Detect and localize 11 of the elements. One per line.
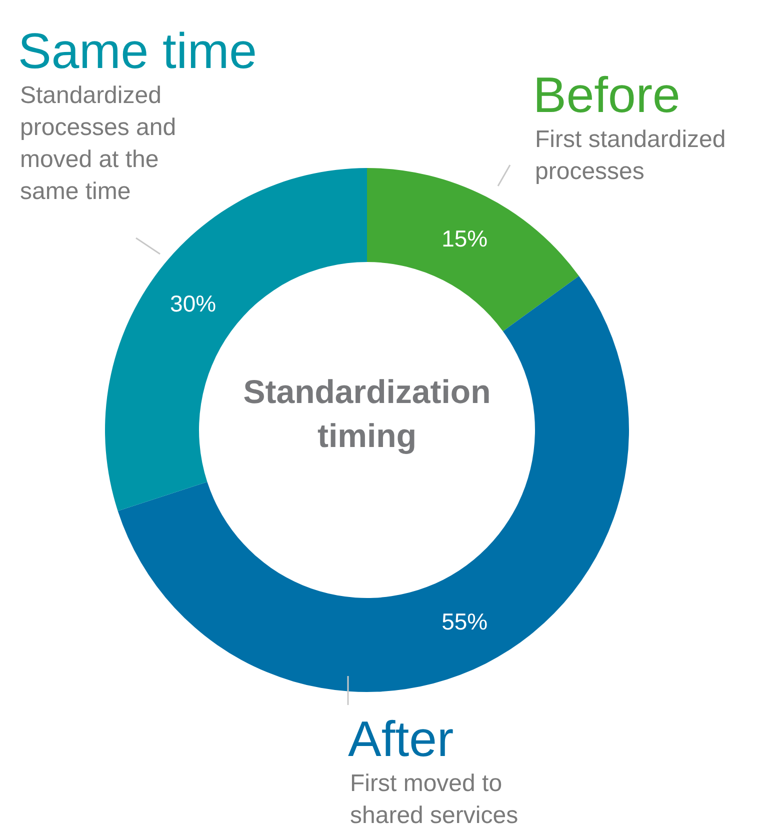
text: Standardization timing bbox=[242, 372, 492, 456]
text: First moved to shared services bbox=[350, 769, 520, 831]
donut-slice bbox=[118, 276, 629, 692]
slice-label: After bbox=[348, 710, 455, 768]
data-label: 30% bbox=[170, 290, 216, 317]
slice-label: Before bbox=[533, 66, 682, 124]
data-label: 15% bbox=[442, 225, 488, 252]
data-label: 55% bbox=[442, 608, 488, 635]
slice-label: Same time bbox=[18, 22, 257, 80]
text: First standardized processes bbox=[535, 125, 727, 187]
text: Standardized processes and moved at the same time bbox=[20, 81, 178, 207]
